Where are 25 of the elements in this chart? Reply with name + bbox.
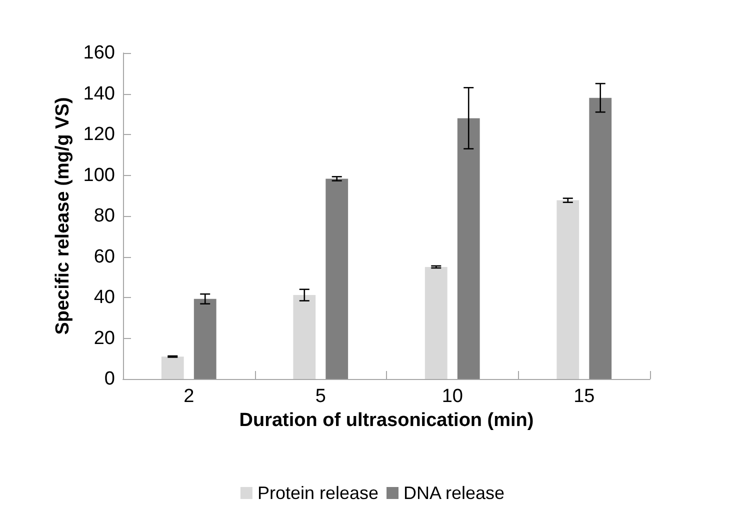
legend-label: Protein release xyxy=(257,483,379,503)
legend-label: DNA release xyxy=(404,483,505,503)
y-tick-label: 160 xyxy=(83,42,115,64)
x-tick-label: 5 xyxy=(315,386,326,407)
y-tick-label: 40 xyxy=(94,287,115,308)
bar xyxy=(457,118,480,379)
x-tick-label: 2 xyxy=(184,386,194,407)
bar xyxy=(326,178,348,379)
bar xyxy=(194,298,216,379)
y-tick-label: 60 xyxy=(94,246,115,268)
y-axis-title: Specific release (mg/g VS) xyxy=(52,97,74,335)
y-tick-label: 20 xyxy=(94,328,115,349)
y-tick-label: 140 xyxy=(83,83,115,104)
y-tick-label: 120 xyxy=(83,124,115,145)
y-tick-label: 100 xyxy=(83,164,115,186)
bar xyxy=(589,98,612,379)
x-tick-label: 15 xyxy=(574,386,595,407)
bar xyxy=(161,356,184,379)
x-tick-label: 10 xyxy=(442,386,463,407)
y-tick-label: 0 xyxy=(104,368,115,390)
bar xyxy=(293,295,316,379)
x-axis-title: Duration of ultrasonication (min) xyxy=(239,410,534,431)
bar xyxy=(556,200,580,379)
bar xyxy=(424,266,448,379)
y-tick-label: 80 xyxy=(94,206,115,226)
